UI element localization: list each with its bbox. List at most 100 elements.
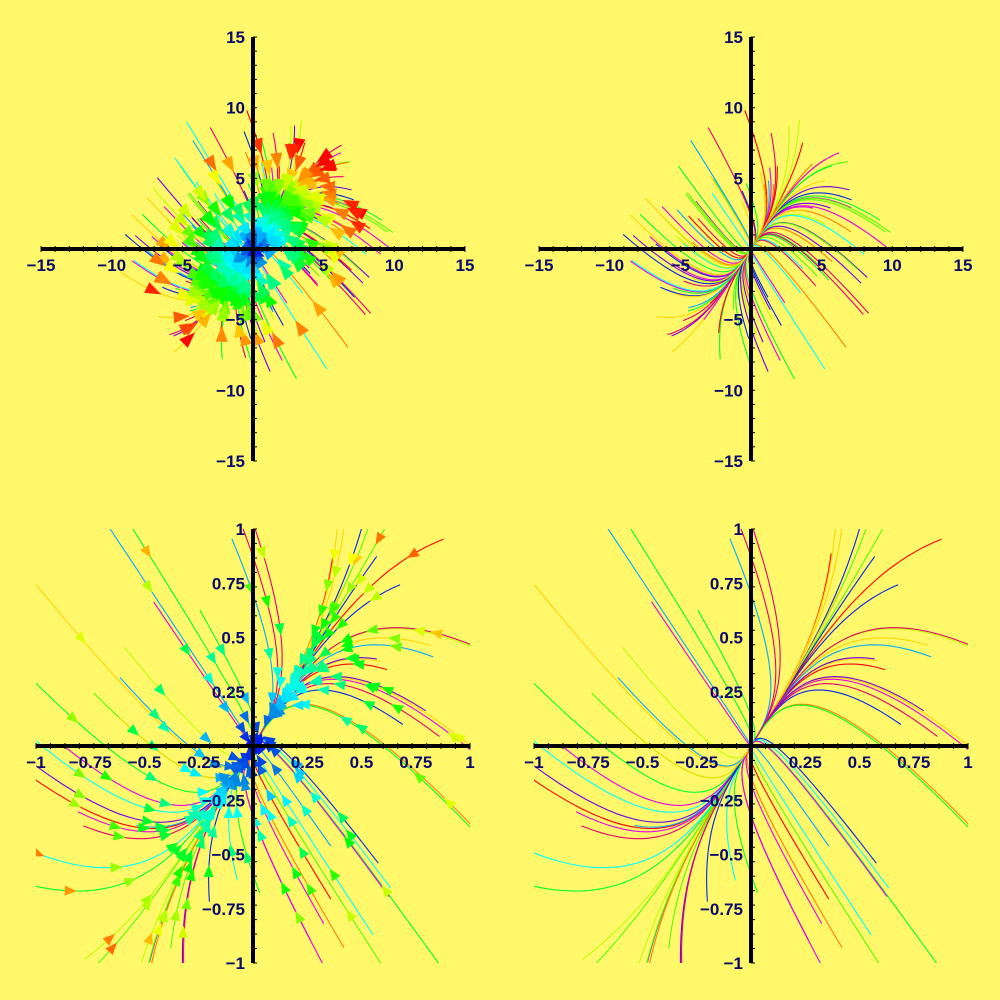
direction-arrow-icon (387, 633, 401, 644)
direction-arrow-icon (154, 270, 172, 284)
direction-arrow-icon (203, 154, 217, 172)
direction-arrow-icon (165, 842, 179, 854)
plot-canvas: −15 −10 −5 5 10 15 15 10 5 −5 −10 −15 (525, 28, 973, 471)
direction-arrow-icon (179, 643, 191, 656)
direction-arrow-icon (228, 228, 244, 245)
direction-arrow-icon (239, 710, 249, 724)
x-tick-label: −5 (173, 256, 192, 275)
trajectory-curve (733, 749, 759, 893)
direction-arrow-icon (271, 763, 283, 776)
direction-arrow-icon (265, 273, 280, 291)
direction-arrow-icon (231, 762, 244, 775)
x-tick-label: −5 (671, 256, 690, 275)
x-tick-label: 0.75 (399, 753, 432, 772)
direction-arrow-icon (323, 578, 334, 592)
direction-arrow-icon (199, 731, 212, 744)
trajectory-curve (748, 249, 782, 326)
phase-portrait-bottom-left: −1 −0.75 −0.5 −0.25 0.25 0.5 0.75 1 1 0.75 0.5 0.25… (0, 500, 500, 1000)
trajectory-curve (256, 703, 470, 825)
direction-arrow-icon (181, 224, 197, 240)
direction-arrow-icon (227, 770, 238, 784)
direction-arrow-icon (73, 788, 87, 799)
direction-arrow-icon (220, 193, 234, 211)
direction-arrow-icon (171, 874, 181, 888)
direction-arrow-icon (276, 257, 292, 274)
direction-arrow-icon (295, 320, 310, 337)
y-tick-label: −0.5 (709, 846, 743, 865)
y-tick-label: 5 (734, 169, 743, 188)
direction-arrow-icon (102, 933, 115, 946)
direction-arrow-icon (340, 642, 354, 653)
axes: −1 −0.75 −0.5 −0.25 0.25 0.5 0.75 1 1 0.75 0.5 0.25… (524, 520, 972, 973)
direction-arrow-icon (273, 178, 286, 195)
trajectory-curve (751, 740, 938, 963)
y-tick-label: −1 (724, 954, 743, 973)
direction-arrow-icon (340, 224, 358, 239)
direction-arrow-icon (318, 159, 336, 172)
direction-arrow-icon (369, 590, 383, 602)
direction-arrow-icon (162, 259, 180, 274)
direction-arrow-icon (72, 767, 86, 778)
direction-arrow-icon (144, 282, 162, 295)
direction-arrow-icon (310, 674, 323, 684)
direction-arrow-icon (193, 828, 204, 842)
direction-arrow-icon (430, 629, 444, 640)
trajectory-curve (692, 251, 750, 283)
trajectory-curve (758, 529, 860, 734)
direction-arrow-icon (325, 249, 342, 265)
y-tick-label: −5 (226, 311, 245, 330)
direction-arrow-icon (340, 633, 354, 643)
trajectory-curve (754, 689, 902, 740)
direction-arrow-icon (172, 865, 183, 879)
direction-arrow-icon (239, 691, 249, 705)
y-tick-label: 0.75 (212, 574, 245, 593)
direction-arrow-icon (233, 258, 248, 276)
direction-arrow-icon (155, 235, 172, 251)
direction-arrow-icon (332, 207, 350, 221)
direction-arrow-icon (298, 846, 310, 860)
direction-arrow-icon (318, 604, 328, 618)
y-tick-label: −5 (724, 311, 743, 330)
direction-arrow-icon (412, 626, 426, 637)
direction-arrow-icon (303, 191, 320, 204)
y-tick-label: 15 (724, 28, 743, 47)
plot-canvas: −1 −0.75 −0.5 −0.25 0.25 0.5 0.75 1 1 0.75 0.5 0.25… (524, 520, 972, 973)
y-tick-label: 0.25 (710, 683, 743, 702)
direction-arrow-icon (202, 300, 219, 316)
trajectory-curve (754, 663, 886, 740)
direction-arrow-icon (141, 579, 153, 593)
direction-arrow-icon (363, 581, 376, 594)
direction-arrow-icon (178, 322, 196, 336)
direction-arrow-icon (283, 233, 300, 248)
direction-arrow-icon (276, 676, 287, 689)
direction-arrow-icon (297, 172, 314, 187)
direction-arrow-icon (444, 797, 457, 810)
direction-arrow-icon (390, 703, 404, 715)
y-tick-label: −0.75 (202, 900, 245, 919)
direction-arrow-icon (339, 716, 353, 727)
direction-arrow-icon (316, 147, 334, 163)
direction-arrow-icon (303, 652, 315, 666)
direction-arrow-icon (310, 791, 322, 804)
direction-arrow-icon (282, 173, 295, 191)
direction-arrow-icon (262, 319, 275, 337)
direction-arrow-icon (314, 215, 332, 228)
x-tick-label: −10 (97, 256, 126, 275)
y-tick-label: −1 (226, 954, 245, 973)
direction-arrow-icon (198, 797, 212, 807)
x-tick-label: 0.5 (350, 753, 374, 772)
direction-arrow-icon (406, 547, 420, 558)
direction-arrow-icon (238, 276, 251, 293)
x-tick-label: −0.75 (69, 753, 112, 772)
x-tick-label: −15 (27, 256, 56, 275)
direction-arrow-icon (352, 659, 365, 670)
direction-arrow-icon (217, 261, 235, 273)
direction-arrow-icon (227, 843, 238, 857)
direction-arrow-icon (346, 207, 364, 221)
y-tick-label: −0.25 (202, 791, 245, 810)
direction-arrow-icon (141, 815, 155, 826)
direction-arrow-icon (294, 766, 307, 780)
phase-portrait-bottom-right: −1 −0.75 −0.5 −0.25 0.25 0.5 0.75 1 1 0.75 0.5 0.25… (500, 500, 1000, 1000)
y-tick-label: 0.75 (710, 574, 743, 593)
direction-arrow-icon (177, 925, 188, 939)
